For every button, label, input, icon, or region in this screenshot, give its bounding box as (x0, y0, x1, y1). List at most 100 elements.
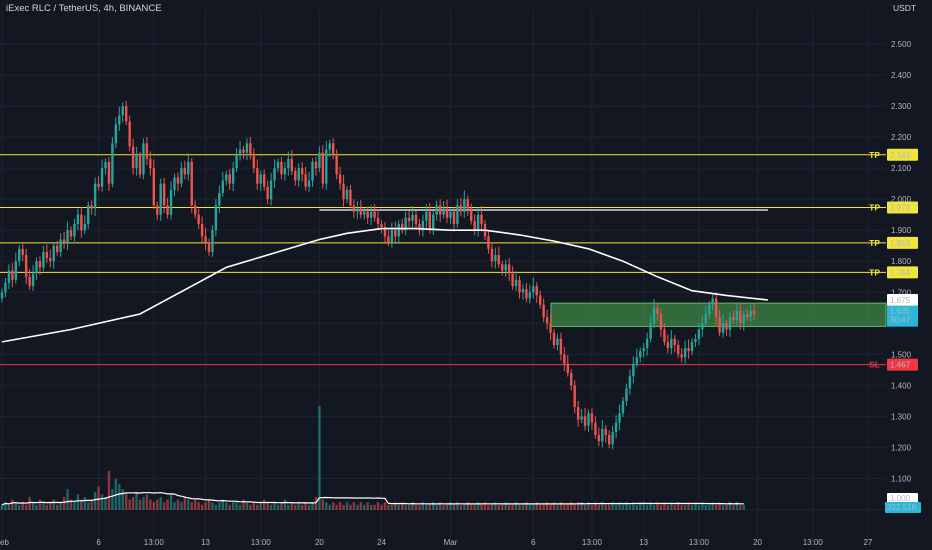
candle-body (445, 208, 449, 218)
candle-body (559, 338, 563, 355)
candle-body (107, 161, 111, 184)
volume-bar (266, 502, 269, 510)
candle-body (732, 317, 735, 321)
candle-body (721, 323, 725, 333)
volume-bar (470, 504, 473, 510)
candle-body (497, 255, 500, 265)
candle-body (590, 413, 594, 423)
volume-bar (673, 504, 676, 510)
candle-body (294, 171, 297, 181)
candle-body (356, 208, 359, 212)
volume-bar (197, 502, 200, 510)
price-tick-label: 2.300 (891, 102, 912, 111)
candle-body (290, 158, 293, 172)
candle-body (690, 341, 694, 352)
candle-body (597, 435, 601, 442)
candle-body (363, 211, 366, 215)
volume-bar (666, 504, 670, 510)
candle-body (145, 143, 149, 159)
volume-bar (466, 502, 469, 510)
volume-bar (152, 502, 155, 510)
symbol-title[interactable]: iExec RLC / TetherUS, 4h, BINANCE (6, 3, 162, 14)
volume-bar (383, 502, 387, 510)
volume-bar (487, 504, 490, 510)
candle-body (304, 174, 307, 187)
price-tick-label: 1.200 (891, 443, 912, 452)
volume-bar (514, 502, 518, 510)
volume-ma-value: 1.000 (890, 494, 911, 503)
candle-body (632, 363, 635, 377)
level-lines[interactable]: TP 2.143 TP 1.973 TP 1.859 TP 1.764 SL 1.467 (0, 148, 918, 371)
volume-bar (459, 504, 463, 510)
candle-body (249, 143, 252, 156)
candle-body (694, 338, 697, 342)
volume-bar (45, 504, 49, 510)
volume-ma-line (1, 492, 744, 506)
candle-body (494, 255, 497, 262)
candle-body (594, 422, 597, 436)
volume-bar (435, 504, 438, 510)
volume-bar (66, 489, 69, 510)
time-tick-label: Mar (444, 538, 458, 547)
time-axis[interactable]: Feb 6 13:00 13 13:00 20 24 Mar 6 13:00 13 13:00 20 13… (0, 538, 873, 547)
candle-body (69, 230, 73, 237)
candle-body (677, 345, 680, 355)
volume-bar (121, 489, 124, 510)
candle-body (470, 208, 473, 221)
volume-bar (59, 502, 62, 510)
last-price-tag-bg (887, 305, 918, 327)
candle-body (187, 161, 190, 175)
price-tick-label: 2.400 (891, 71, 912, 80)
volume-bar (594, 502, 597, 510)
candle-body (218, 192, 221, 206)
candle-body (235, 155, 238, 169)
volume-bar (576, 502, 580, 510)
candle-body (135, 155, 138, 169)
candle-body (490, 248, 494, 262)
volume-bar (0, 504, 4, 510)
candle-body (442, 208, 445, 215)
candle-body (169, 189, 173, 215)
candle-body (452, 211, 456, 224)
candle-body (725, 323, 728, 330)
volume-bar (207, 499, 211, 510)
candle-body (166, 205, 169, 215)
volume-bar (677, 502, 680, 510)
candle-body (376, 217, 380, 224)
candle-body (328, 143, 331, 150)
price-tick-label: 1.500 (891, 350, 912, 359)
candle-body (200, 223, 204, 237)
volume-bar (387, 504, 390, 510)
volume-bar (221, 499, 224, 510)
candle-body (204, 236, 207, 243)
volume-bar (100, 494, 104, 510)
volume-bar (635, 504, 638, 510)
candle-body (604, 428, 607, 436)
volume-bar (18, 504, 21, 510)
volume-bar (539, 504, 542, 510)
volume-bars (0, 406, 745, 510)
candle-body (532, 286, 535, 293)
volume-bar (697, 504, 701, 510)
time-tick-label: 13:00 (251, 538, 272, 547)
volume-bar (642, 502, 645, 510)
volume-bar (73, 502, 76, 510)
candle-body (380, 223, 383, 228)
candle-body (639, 351, 642, 358)
price-tick-label: 2.100 (891, 164, 912, 173)
volume-bar (273, 502, 276, 510)
chart-grid (0, 10, 886, 540)
volume-bar (597, 504, 601, 510)
volume-bar (390, 504, 394, 510)
candle-body (652, 307, 656, 324)
candle-body (659, 313, 663, 330)
level-price-tag (887, 236, 918, 249)
volume-bar (304, 502, 307, 510)
candle-body (625, 388, 628, 401)
candle-body (269, 180, 273, 200)
candle-body (128, 121, 131, 147)
volume-bar (107, 471, 111, 510)
volume-bar (518, 504, 521, 510)
candle-body (583, 416, 587, 426)
